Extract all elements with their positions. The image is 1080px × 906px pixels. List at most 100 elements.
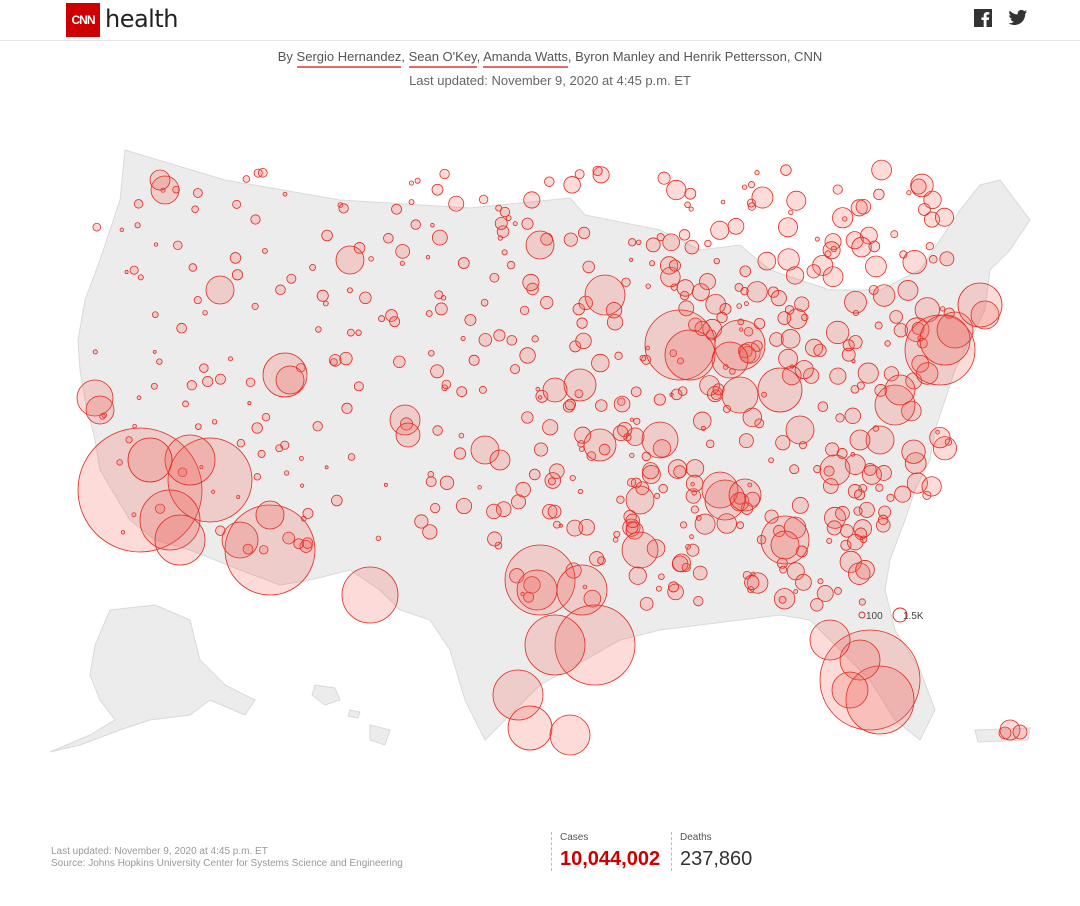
case-bubble[interactable]	[786, 190, 807, 211]
case-bubble[interactable]	[293, 538, 305, 550]
case-bubble[interactable]	[754, 170, 760, 176]
case-bubble[interactable]	[549, 714, 591, 756]
case-bubble[interactable]	[658, 483, 668, 494]
case-bubble[interactable]	[793, 589, 799, 594]
case-bubble[interactable]	[835, 506, 850, 521]
case-bubble[interactable]	[629, 452, 635, 459]
case-bubble[interactable]	[855, 560, 875, 580]
case-bubble[interactable]	[441, 384, 448, 392]
case-bubble[interactable]	[645, 283, 651, 289]
case-bubble[interactable]	[191, 205, 199, 213]
case-bubble[interactable]	[957, 282, 1003, 328]
case-bubble[interactable]	[523, 191, 541, 209]
case-bubble[interactable]	[739, 327, 744, 332]
case-bubble[interactable]	[120, 530, 126, 535]
case-bubble[interactable]	[884, 340, 891, 347]
case-bubble[interactable]	[460, 336, 466, 342]
case-bubble[interactable]	[221, 521, 259, 559]
case-bubble[interactable]	[738, 433, 754, 449]
case-bubble[interactable]	[328, 354, 342, 367]
case-bubble[interactable]	[873, 188, 885, 201]
case-bubble[interactable]	[832, 184, 843, 195]
case-bubble[interactable]	[660, 266, 681, 288]
case-bubble[interactable]	[684, 187, 697, 200]
case-bubble[interactable]	[177, 467, 188, 478]
case-bubble[interactable]	[428, 349, 435, 357]
case-bubble[interactable]	[247, 401, 252, 406]
facebook-icon[interactable]	[973, 8, 993, 28]
case-bubble[interactable]	[261, 247, 268, 254]
case-bubble[interactable]	[853, 506, 863, 516]
case-bubble[interactable]	[778, 348, 798, 369]
case-bubble[interactable]	[844, 407, 862, 425]
case-bubble[interactable]	[547, 504, 562, 519]
case-bubble[interactable]	[678, 229, 691, 241]
case-bubble[interactable]	[700, 425, 706, 431]
case-bubble[interactable]	[652, 439, 672, 458]
case-bubble[interactable]	[858, 598, 866, 606]
case-bubble[interactable]	[275, 365, 305, 395]
case-bubble[interactable]	[736, 303, 742, 309]
case-bubble[interactable]	[464, 314, 477, 326]
case-bubble[interactable]	[521, 217, 534, 230]
case-bubble[interactable]	[251, 302, 259, 310]
case-bubble[interactable]	[904, 314, 976, 386]
case-bubble[interactable]	[410, 219, 421, 230]
case-bubble[interactable]	[598, 443, 611, 456]
case-bubble[interactable]	[478, 333, 493, 347]
case-bubble[interactable]	[810, 598, 824, 612]
case-bubble[interactable]	[680, 521, 688, 529]
case-bubble[interactable]	[253, 473, 262, 481]
case-bubble[interactable]	[275, 284, 286, 296]
case-bubble[interactable]	[300, 515, 307, 522]
case-bubble[interactable]	[616, 495, 625, 504]
case-bubble[interactable]	[339, 351, 353, 366]
case-bubble[interactable]	[378, 315, 386, 323]
case-bubble[interactable]	[822, 478, 839, 494]
case-bubble[interactable]	[840, 539, 852, 551]
case-bubble[interactable]	[522, 273, 540, 291]
us-cases-bubble-map[interactable]	[40, 140, 1040, 780]
case-bubble[interactable]	[85, 395, 115, 425]
case-bubble[interactable]	[427, 471, 435, 478]
case-bubble[interactable]	[564, 398, 576, 411]
case-bubble[interactable]	[657, 171, 671, 185]
case-bubble[interactable]	[77, 427, 203, 553]
case-bubble[interactable]	[582, 260, 595, 274]
case-bubble[interactable]	[127, 437, 173, 483]
case-bubble[interactable]	[868, 240, 881, 253]
case-bubble[interactable]	[741, 184, 748, 190]
case-bubble[interactable]	[524, 614, 586, 676]
case-bubble[interactable]	[642, 462, 660, 480]
case-bubble[interactable]	[299, 483, 305, 488]
case-bubble[interactable]	[182, 400, 189, 408]
case-bubble[interactable]	[757, 367, 803, 413]
case-bubble[interactable]	[211, 419, 218, 425]
case-bubble[interactable]	[817, 401, 829, 412]
case-bubble[interactable]	[822, 241, 841, 260]
case-bubble[interactable]	[694, 513, 716, 535]
case-bubble[interactable]	[635, 481, 650, 496]
case-bubble[interactable]	[627, 477, 637, 488]
case-bubble[interactable]	[929, 255, 938, 264]
case-bubble[interactable]	[393, 355, 406, 368]
case-bubble[interactable]	[806, 264, 821, 279]
case-bubble[interactable]	[542, 504, 558, 520]
case-bubble[interactable]	[970, 300, 1000, 330]
case-bubble[interactable]	[335, 245, 365, 275]
case-bubble[interactable]	[383, 482, 388, 487]
case-bubble[interactable]	[775, 435, 791, 451]
case-bubble[interactable]	[280, 440, 290, 450]
case-bubble[interactable]	[693, 411, 712, 431]
case-bubble[interactable]	[894, 485, 912, 503]
case-bubble[interactable]	[439, 168, 450, 180]
case-bubble[interactable]	[228, 356, 233, 362]
case-bubble[interactable]	[282, 191, 288, 197]
case-bubble[interactable]	[425, 476, 437, 487]
case-bubble[interactable]	[205, 275, 235, 305]
case-bubble[interactable]	[341, 402, 353, 414]
case-bubble[interactable]	[566, 519, 584, 537]
case-bubble[interactable]	[639, 596, 654, 611]
case-bubble[interactable]	[414, 177, 421, 184]
case-bubble[interactable]	[614, 351, 623, 360]
